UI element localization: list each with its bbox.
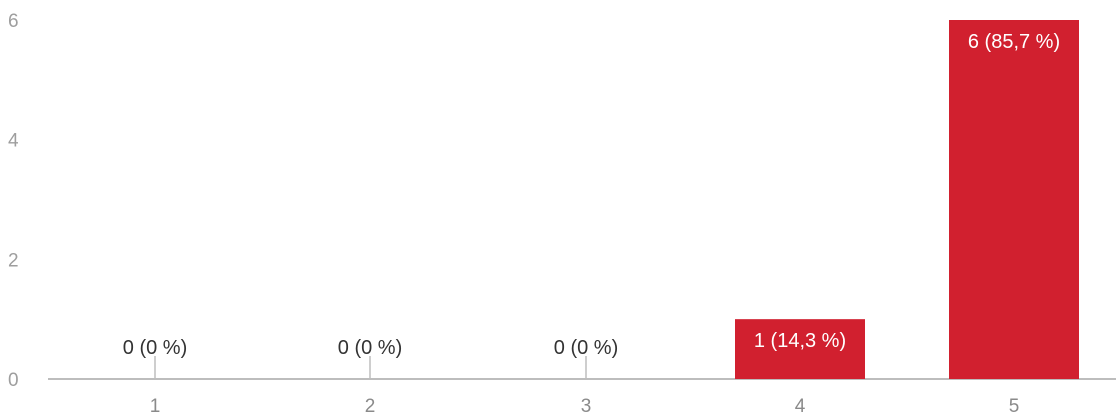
x-axis: 1 2 3 4 5 xyxy=(48,378,1116,416)
bar-data-label: 0 (0 %) xyxy=(338,337,402,359)
y-axis: 0 2 4 6 xyxy=(8,11,19,391)
x-tick-label: 4 xyxy=(795,396,806,416)
bar xyxy=(949,20,1079,379)
bar-data-label: 6 (85,7 %) xyxy=(968,31,1060,53)
bar-data-label: 0 (0 %) xyxy=(123,337,187,359)
y-tick-label: 6 xyxy=(8,11,19,32)
x-tick-label: 5 xyxy=(1009,396,1020,416)
bar-data-label: 0 (0 %) xyxy=(554,337,618,359)
x-tick-label: 3 xyxy=(581,396,592,416)
y-tick-label: 4 xyxy=(8,131,19,152)
y-tick-label: 2 xyxy=(8,250,19,271)
bars xyxy=(154,20,1079,379)
y-tick-label: 0 xyxy=(8,370,19,391)
x-tick-label: 2 xyxy=(365,396,376,416)
bar-data-label: 1 (14,3 %) xyxy=(754,330,846,352)
data-labels: 0 (0 %) 0 (0 %) 0 (0 %) 1 (14,3 %) 6 (85,7 %… xyxy=(123,31,1060,359)
x-tick-label: 1 xyxy=(150,396,161,416)
bar xyxy=(735,319,865,379)
